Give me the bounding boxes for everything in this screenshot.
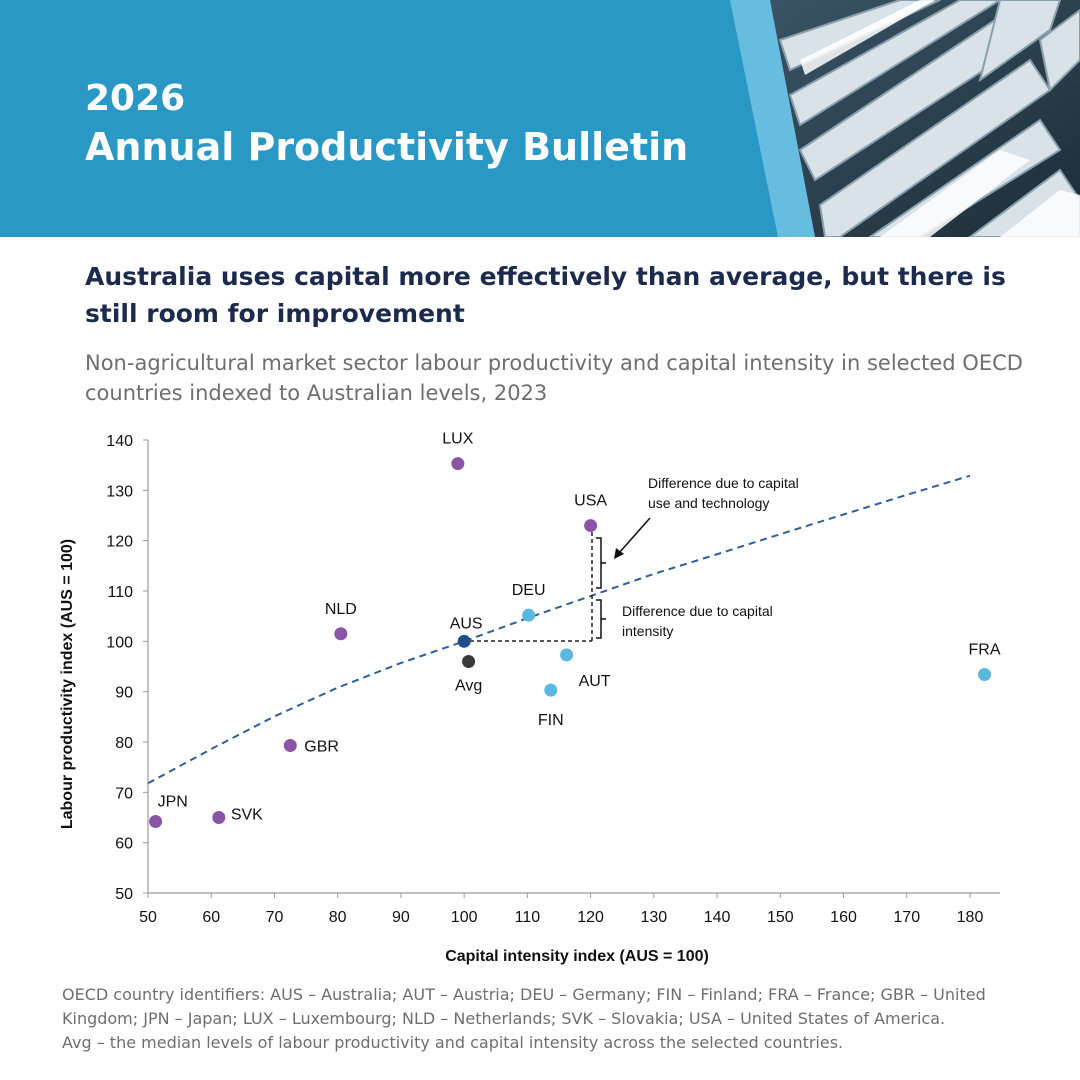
label-fra: FRA — [969, 642, 1001, 659]
x-tick-label: 60 — [202, 909, 220, 926]
point-nld — [334, 627, 348, 641]
point-fin — [544, 683, 558, 697]
point-usa — [584, 519, 598, 533]
y-tick-label: 90 — [115, 685, 133, 702]
point-svk — [212, 811, 226, 824]
point-lux — [451, 457, 465, 471]
bracket-capital-use — [596, 537, 606, 589]
footnote-avg: Avg – the median levels of labour produc… — [62, 1033, 844, 1052]
scatter-chart: 50 60 70 80 90 100 110 120 130 140 150 160 170 180 50 6… — [59, 431, 1001, 965]
bulletin-year: 2026 — [85, 78, 186, 119]
banner-stripe — [730, 0, 815, 237]
x-tick-label: 80 — [329, 909, 347, 926]
point-fra — [978, 668, 992, 682]
x-tick-label: 150 — [767, 909, 794, 926]
label-svk: SVK — [231, 807, 263, 824]
x-tick-label: 130 — [640, 909, 667, 926]
label-gbr: GBR — [304, 739, 339, 756]
y-tick-label: 100 — [106, 634, 133, 651]
label-avg: Avg — [455, 677, 482, 694]
point-jpn — [149, 815, 163, 829]
x-tick-label: 120 — [577, 909, 604, 926]
x-tick-label: 50 — [139, 909, 157, 926]
x-tick-label: 180 — [957, 909, 984, 926]
x-axis-title: Capital intensity index (AUS = 100) — [445, 948, 709, 965]
chart-subtitle: Non-agricultural market sector labour pr… — [85, 351, 1023, 405]
y-tick-label: 140 — [106, 433, 133, 450]
label-aus: AUS — [450, 615, 483, 632]
arrow-head — [614, 548, 624, 559]
y-tick-label: 120 — [106, 534, 133, 551]
point-avg — [462, 654, 476, 668]
x-tick-label: 170 — [893, 909, 920, 926]
label-usa: USA — [574, 493, 607, 510]
x-tick-label: 100 — [451, 909, 478, 926]
y-tick-label: 80 — [115, 735, 133, 752]
y-tick-label: 70 — [115, 785, 133, 802]
y-tick-label: 50 — [115, 886, 133, 903]
annotation-capital-intensity-line1: Difference due to capital — [622, 603, 773, 619]
point-gbr — [283, 739, 297, 753]
annotation-capital-use-line2: use and technology — [648, 495, 769, 511]
x-tick-label: 140 — [704, 909, 731, 926]
label-nld: NLD — [325, 601, 357, 618]
y-tick-label: 110 — [107, 584, 133, 601]
annotation-capital-use-line1: Difference due to capital — [648, 475, 799, 491]
point-deu — [522, 608, 536, 622]
point-aus — [457, 634, 471, 648]
trend-line — [147, 474, 971, 785]
x-tick-label: 70 — [266, 909, 284, 926]
footnote: OECD country identifiers: AUS – Australi… — [62, 983, 1052, 1055]
point-aut — [560, 648, 574, 662]
x-tick-label: 110 — [515, 909, 541, 926]
label-lux: LUX — [442, 431, 473, 448]
y-axis-title: Labour productivity index (AUS = 100) — [59, 539, 76, 829]
banner-panel — [0, 0, 810, 237]
header-banner: 2026 Annual Productivity Bulletin — [0, 0, 1080, 237]
bulletin-title: Annual Productivity Bulletin — [85, 125, 689, 169]
page-headline: Australia uses capital more effectively … — [85, 262, 1006, 328]
annotation-arrow — [618, 517, 651, 554]
label-deu: DEU — [512, 582, 546, 599]
label-aut: AUT — [579, 673, 611, 690]
label-jpn: JPN — [158, 794, 188, 811]
y-tick-label: 130 — [106, 483, 133, 500]
footnote-identifiers: OECD country identifiers: AUS – Australi… — [62, 985, 986, 1028]
y-tick-label: 60 — [115, 836, 133, 853]
label-fin: FIN — [538, 712, 564, 729]
x-tick-label: 90 — [392, 909, 410, 926]
annotation-capital-intensity-line2: intensity — [622, 623, 673, 639]
building-photo — [0, 0, 1080, 237]
bracket-capital-intensity — [596, 599, 606, 639]
x-tick-label: 160 — [830, 909, 857, 926]
